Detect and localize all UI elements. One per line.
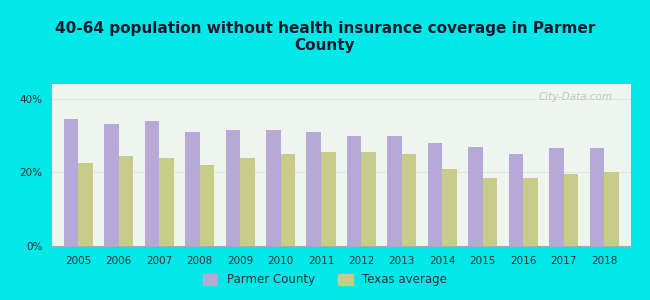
Bar [483, 178, 497, 246]
Bar [549, 148, 564, 246]
Bar [119, 156, 133, 246]
Bar [321, 152, 335, 246]
Bar [428, 143, 443, 246]
Bar [145, 121, 159, 246]
Bar [443, 169, 457, 246]
Bar [387, 136, 402, 246]
Bar [604, 172, 619, 246]
Bar [523, 178, 538, 246]
Bar [240, 158, 255, 246]
Legend: Parmer County, Texas average: Parmer County, Texas average [198, 269, 452, 291]
Bar [200, 165, 214, 246]
Bar [590, 148, 605, 246]
Bar [226, 130, 240, 246]
Bar [306, 132, 321, 246]
Bar [185, 132, 200, 246]
Bar [64, 119, 78, 246]
Bar [468, 147, 483, 246]
Bar [361, 152, 376, 246]
Bar [509, 154, 523, 246]
Bar [347, 136, 361, 246]
Bar [266, 130, 281, 246]
Bar [78, 163, 93, 246]
Bar [564, 174, 578, 246]
Text: 40-64 population without health insurance coverage in Parmer
County: 40-64 population without health insuranc… [55, 21, 595, 53]
Bar [402, 154, 417, 246]
Bar [104, 124, 119, 246]
Bar [159, 158, 174, 246]
Bar [281, 154, 295, 246]
Text: City-Data.com: City-Data.com [539, 92, 613, 102]
